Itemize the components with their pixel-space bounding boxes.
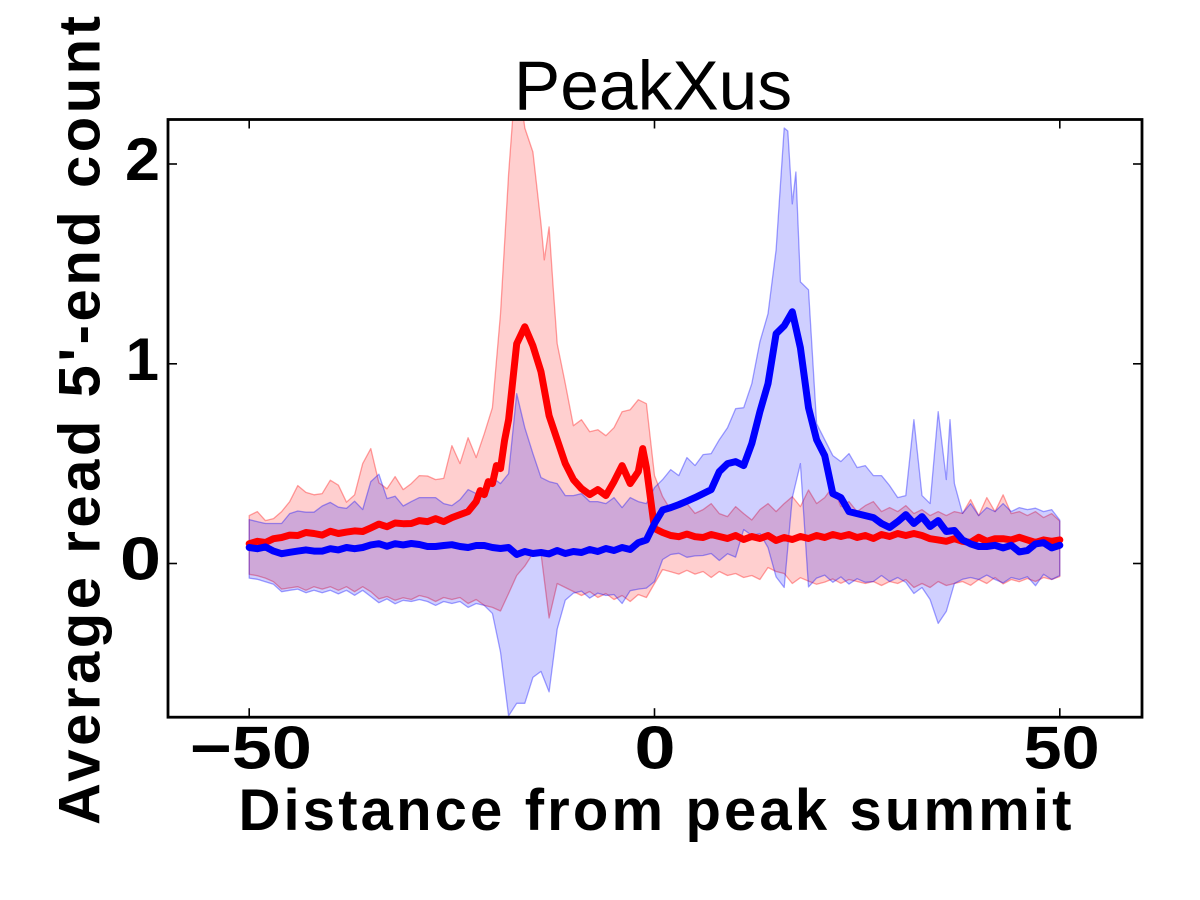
svg-text:Average read 5'-end count: Average read 5'-end count bbox=[47, 16, 112, 825]
svg-text:1: 1 bbox=[126, 326, 159, 393]
svg-text:0: 0 bbox=[635, 714, 676, 781]
svg-text:0: 0 bbox=[120, 525, 161, 592]
svg-text:50: 50 bbox=[1024, 714, 1100, 781]
svg-text:−50: −50 bbox=[190, 714, 312, 781]
svg-text:2: 2 bbox=[125, 126, 160, 193]
svg-text:Distance from peak summit: Distance from peak summit bbox=[239, 778, 1072, 843]
svg-text:PeakXus: PeakXus bbox=[514, 46, 792, 124]
